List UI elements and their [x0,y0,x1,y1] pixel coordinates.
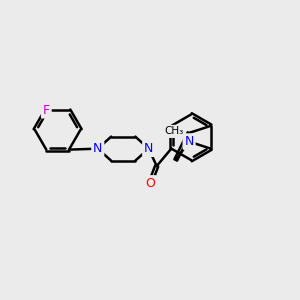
Text: N: N [184,135,194,148]
Text: O: O [145,177,155,190]
Text: N: N [93,142,103,155]
Text: F: F [43,104,50,117]
Text: CH₃: CH₃ [165,126,184,136]
Text: N: N [144,142,153,155]
